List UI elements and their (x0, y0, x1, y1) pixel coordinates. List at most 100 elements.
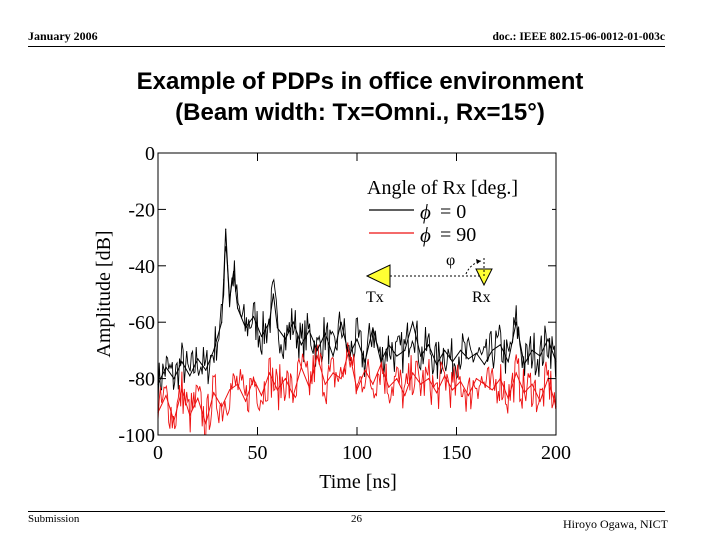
tx-label: Tx (366, 289, 384, 306)
series-1-point (237, 383, 239, 385)
series-1-point (340, 378, 342, 380)
series-0-point (404, 349, 406, 351)
series-0-point (292, 321, 294, 323)
series-1-point (292, 394, 294, 397)
legend-title: Angle of Rx [deg.] (367, 177, 518, 199)
series-1-point (252, 378, 255, 380)
series-0-point (356, 338, 358, 340)
series-0-point (300, 344, 302, 346)
series-1-point (260, 394, 263, 397)
series-0-point (340, 321, 342, 323)
series-0-point (547, 338, 549, 340)
series-0-point (181, 361, 183, 363)
slide-title-line2: (Beam width: Tx=Omni., Rx=15°) (175, 99, 545, 126)
series-0-point (276, 327, 278, 329)
series-0-point (420, 355, 422, 357)
footer-rule (28, 511, 665, 512)
rx-label: Rx (472, 289, 491, 306)
series-0-point (316, 349, 318, 351)
y-axis-label: Amplitude [dB] (93, 230, 115, 357)
inset-diagram: φ Tx Rx (360, 252, 508, 306)
legend: Angle of Rx [deg.] ϕ = 0 ϕ = 90 (356, 173, 552, 247)
series-0-point (205, 369, 207, 371)
series-0-point (451, 361, 454, 363)
y-tick-label: -80 (128, 369, 155, 391)
series-0-point (227, 265, 229, 267)
series-0-point (364, 361, 366, 363)
legend-label-0: = 0 (440, 201, 466, 223)
series-1-point (332, 372, 334, 374)
series-1-point (205, 423, 207, 425)
y-tick-label: -100 (118, 425, 155, 447)
series-1-point (165, 394, 167, 397)
series-1-point (475, 378, 477, 380)
footer-page-number: 26 (351, 513, 362, 525)
y-tick-label: 0 (145, 143, 155, 165)
series-0-point (221, 321, 223, 323)
series-1-point (173, 420, 175, 422)
series-0-point (372, 327, 374, 329)
series-1-point (412, 372, 414, 374)
series-0-point (499, 344, 501, 346)
x-tick-label: 200 (541, 442, 571, 464)
series-1-point (483, 383, 485, 385)
series-0-point (173, 378, 175, 380)
series-1-point (451, 389, 454, 391)
series-1-point (444, 375, 446, 377)
series-0-point (284, 338, 286, 340)
header-rule (28, 46, 665, 47)
series-1-point (268, 372, 270, 374)
series-line-0 (157, 229, 557, 385)
series-0-point (436, 363, 438, 366)
series-0-point (531, 349, 533, 351)
x-tick-label: 150 (442, 442, 472, 464)
series-0-point (225, 228, 227, 230)
series-1-point (539, 400, 541, 402)
series-0-point (467, 358, 469, 360)
series-1-point (213, 392, 215, 394)
series-0-point (245, 327, 247, 329)
y-tick-label: -20 (128, 199, 155, 221)
series-1-point (436, 392, 438, 394)
series-0-point (229, 299, 231, 301)
series-0-point (380, 361, 382, 363)
series-0-point (523, 363, 525, 366)
series-0-point (483, 363, 485, 366)
series-0-point (515, 321, 517, 323)
series-1-point (531, 383, 533, 385)
series-0-point (223, 279, 225, 281)
series-0-point (260, 335, 263, 337)
series-0-point (412, 321, 414, 323)
series-0-point (272, 293, 274, 295)
series-1-point (189, 414, 191, 416)
series-1-point (507, 397, 509, 399)
y-tick-label: -40 (128, 256, 155, 278)
series-1-point (404, 394, 406, 397)
series-0-point (507, 361, 509, 363)
series-1-point (197, 397, 199, 399)
series-1-point (308, 386, 310, 388)
series-0-point (165, 366, 167, 368)
series-1-point (284, 378, 286, 380)
angle-symbol: φ (446, 252, 455, 269)
series-1-point (356, 389, 358, 391)
series-1-point (229, 389, 231, 391)
series-0-point (491, 349, 493, 351)
series-0-point (475, 352, 477, 354)
legend-phi-0: ϕ (420, 200, 431, 224)
series-0-point (539, 355, 541, 357)
series-1-point (316, 355, 318, 357)
angle-arrow-icon (476, 259, 481, 264)
series-1-point (396, 378, 398, 380)
series-1-point (491, 389, 493, 391)
series-1-point (324, 383, 326, 385)
series-0-point (308, 330, 310, 332)
rx-triangle-icon (475, 268, 493, 287)
x-tick-label: 50 (248, 442, 268, 464)
series-1-point (523, 392, 525, 394)
series-0-point (213, 349, 215, 351)
series-layer (157, 228, 557, 426)
tick-layer: 0 50 100 150 200 0 -20 -40 -60 -80 -100 (118, 143, 571, 464)
slide-title: Example of PDPs in office environment (B… (0, 66, 720, 128)
